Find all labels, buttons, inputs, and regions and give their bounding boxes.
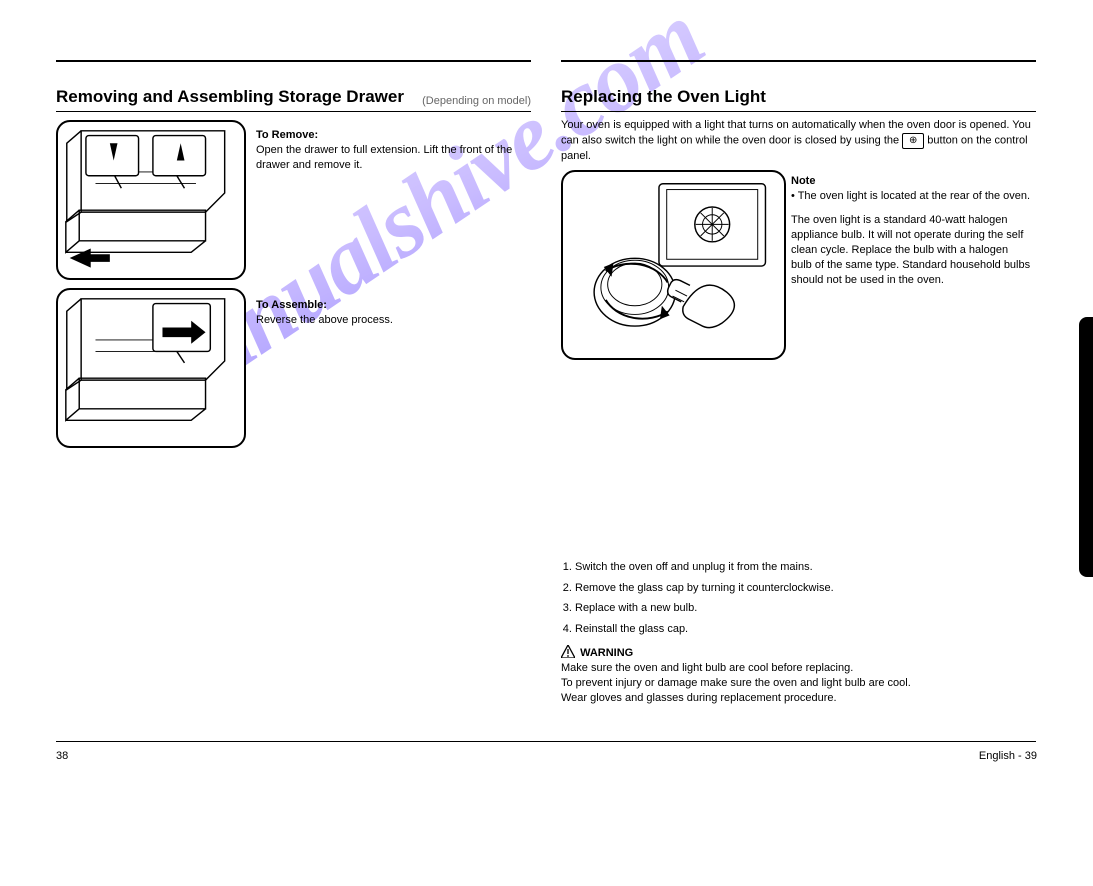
page-columns: Removing and Assembling Storage Drawer (…: [56, 60, 1036, 705]
page-number-left: 38: [56, 750, 68, 762]
right-section-title: Replacing the Oven Light: [561, 87, 766, 107]
drawer-assemble-svg: [62, 294, 240, 443]
lamp-paragraph: The oven light is a standard 40-watt hal…: [791, 213, 1031, 287]
warning-line-2: To prevent injury or damage make sure th…: [561, 676, 1036, 691]
left-section-title: Removing and Assembling Storage Drawer: [56, 87, 404, 107]
left-section-subtitle: (Depending on model): [422, 95, 531, 107]
left-header-rule: [56, 60, 531, 62]
note-and-steps: Note • The oven light is located at the …: [791, 174, 1031, 288]
assemble-heading: To Assemble:: [256, 299, 327, 311]
assemble-body: Reverse the above process.: [256, 313, 531, 328]
note-heading: Note: [791, 175, 815, 187]
step-1: Switch the oven off and unplug it from t…: [575, 560, 1036, 575]
step-2: Remove the glass cap by turning it count…: [575, 581, 1036, 596]
note-body: • The oven light is located at the rear …: [791, 189, 1031, 204]
light-intro-text: Your oven is equipped with a light that …: [561, 118, 1036, 164]
step-4: Reinstall the glass cap.: [575, 622, 1036, 637]
right-column: Replacing the Oven Light Your oven is eq…: [561, 60, 1036, 705]
oven-lamp-illustration: [561, 170, 786, 360]
assemble-text: To Assemble: Reverse the above process.: [256, 298, 531, 328]
left-body: To Remove: Open the drawer to full exten…: [56, 120, 531, 560]
warning-heading: WARNING: [580, 647, 633, 659]
right-section-heading: Replacing the Oven Light: [561, 87, 1036, 112]
warning-line-1: Make sure the oven and light bulb are co…: [561, 661, 1036, 676]
warning-triangle-icon: [561, 645, 575, 658]
lamp-button-icon: ⊕: [902, 133, 924, 149]
remove-text: To Remove: Open the drawer to full exten…: [256, 128, 531, 173]
page-root: { "left": { "breadcrumb_sub": "(Dependin…: [0, 0, 1093, 774]
drawer-remove-illustration: [56, 120, 246, 280]
replace-steps-list: Switch the oven off and unplug it from t…: [575, 560, 1036, 637]
drawer-remove-svg: [62, 126, 240, 275]
oven-lamp-svg: [567, 176, 780, 355]
right-illustration-row: Note • The oven light is located at the …: [561, 170, 1036, 360]
remove-heading: To Remove:: [256, 129, 318, 141]
right-header-rule: [561, 60, 1036, 62]
page-side-tab: [1079, 317, 1093, 577]
warning-line-3: Wear gloves and glasses during replaceme…: [561, 691, 1036, 706]
drawer-assemble-illustration: [56, 288, 246, 448]
left-section-heading: Removing and Assembling Storage Drawer (…: [56, 87, 531, 112]
page-number-right: English - 39: [979, 750, 1037, 762]
warning-block: WARNING: [561, 645, 1036, 661]
left-column: Removing and Assembling Storage Drawer (…: [56, 60, 531, 705]
remove-body: Open the drawer to full extension. Lift …: [256, 143, 531, 173]
step-3: Replace with a new bulb.: [575, 601, 1036, 616]
right-body: Your oven is equipped with a light that …: [561, 118, 1036, 705]
footer-rule: [56, 741, 1036, 742]
